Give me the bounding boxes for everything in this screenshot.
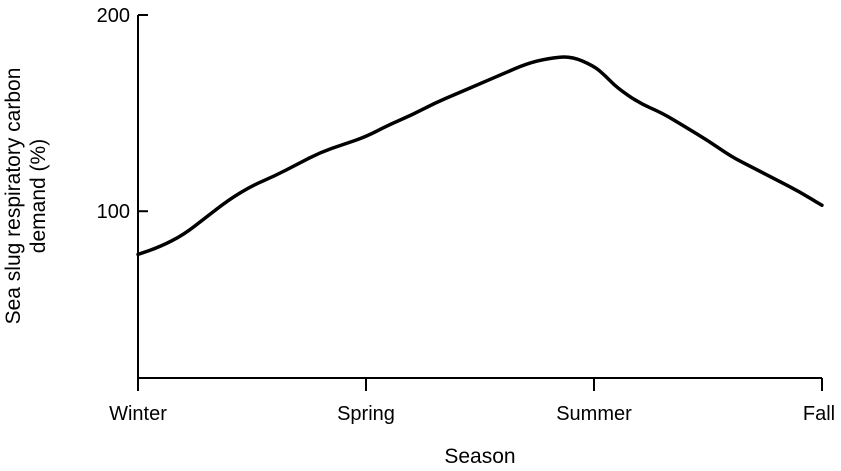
y-axis-title: Sea slug respiratory carbon demand (%) — [2, 68, 50, 325]
labels: Season Sea slug respiratory carbon demand … — [2, 68, 516, 468]
y-tick-label: 100 — [97, 201, 130, 223]
y-axis-title-line: demand (%) — [27, 139, 50, 253]
axes — [137, 15, 822, 379]
x-tick-label: Spring — [337, 403, 395, 425]
y-tick-label: 200 — [97, 5, 130, 27]
ticks: 100 200 Winter Spring Summer Fall — [97, 5, 835, 425]
x-tick-label: Winter — [109, 403, 167, 425]
series-line — [136, 55, 824, 257]
y-axis-title-line: Sea slug respiratory carbon — [2, 68, 25, 325]
x-tick-label: Summer — [556, 403, 632, 425]
x-tick-label: Fall — [803, 403, 835, 425]
x-axis-title: Season — [444, 445, 515, 468]
series-layer — [136, 55, 824, 257]
